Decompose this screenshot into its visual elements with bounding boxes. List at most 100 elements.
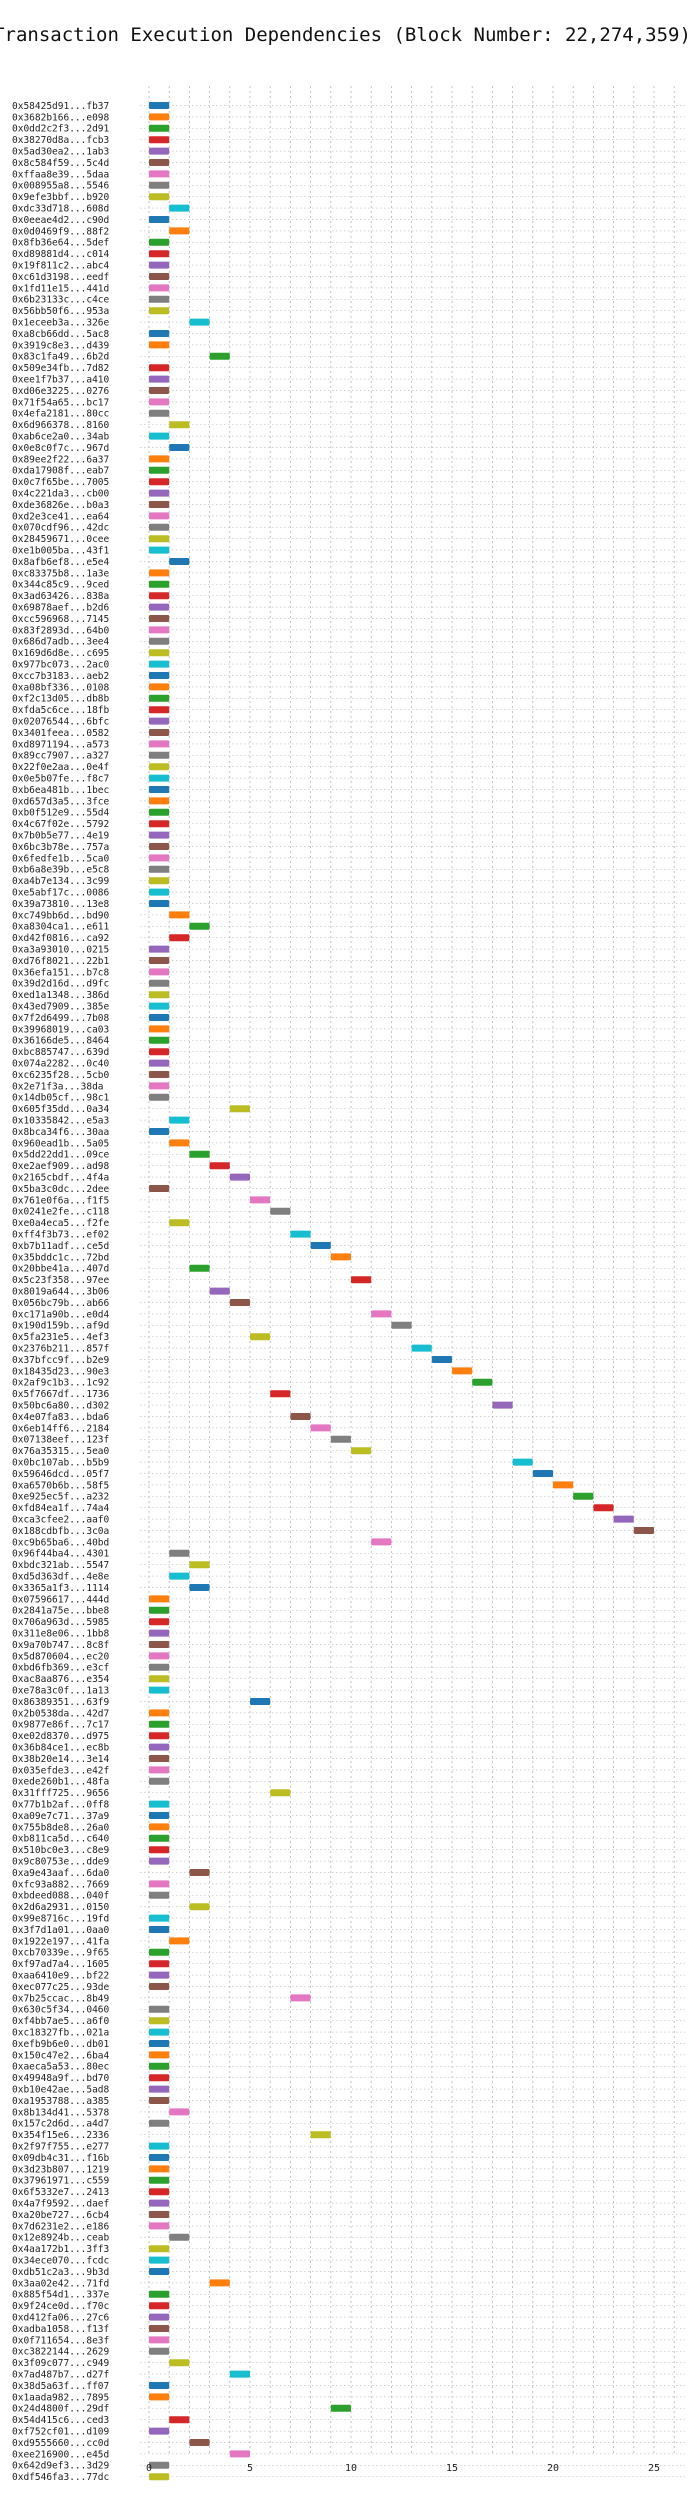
x-tick-label: 25 xyxy=(648,2463,660,2474)
transaction-label: 0x070cdf96...42dc xyxy=(12,523,109,534)
transaction-bar xyxy=(149,751,170,759)
transaction-bar xyxy=(149,102,170,109)
transaction-label: 0x8bca34f6...30aa xyxy=(12,1127,109,1138)
transaction-bar xyxy=(149,1743,170,1751)
transaction-label: 0xee216900...e45d xyxy=(12,2449,109,2460)
transaction-bar xyxy=(149,2313,170,2321)
transaction-label: 0x5ba3c0dc...2dee xyxy=(12,1184,110,1195)
transaction-bar xyxy=(189,1150,210,1158)
transaction-label: 0x0bc107ab...b5b9 xyxy=(12,1458,110,1469)
transaction-label: 0xca3cfee2...aaf0 xyxy=(12,1515,110,1526)
transaction-bar xyxy=(149,763,170,771)
transaction-label: 0x6b23133c...c4ce xyxy=(12,295,110,306)
transaction-bar xyxy=(149,1880,170,1888)
transaction-bar xyxy=(149,2142,170,2150)
transaction-bar xyxy=(149,1914,170,1922)
transaction-label: 0x39a73810...13e8 xyxy=(12,899,110,910)
transaction-bar xyxy=(149,2074,170,2082)
transaction-label: 0xe1b005ba...43f1 xyxy=(12,546,110,557)
transaction-bar xyxy=(149,2290,170,2298)
transaction-label: 0x19f811c2...abc4 xyxy=(12,261,110,272)
transaction-bar xyxy=(149,387,170,394)
transaction-bar xyxy=(149,1823,170,1831)
transaction-label: 0xbc885747...639d xyxy=(12,1047,109,1058)
transaction-bar xyxy=(149,637,170,645)
transaction-label: 0xb7b11adf...ce5d xyxy=(12,1241,109,1252)
transaction-bar xyxy=(149,1093,170,1101)
transaction-label: 0x5c23f358...97ee xyxy=(12,1275,110,1286)
transaction-bar xyxy=(149,1082,170,1090)
transaction-label: 0x18435d23...90e3 xyxy=(12,1366,109,1377)
transaction-label: 0x69878aef...b2d6 xyxy=(12,603,110,614)
transaction-label: 0x4a7f9592...daef xyxy=(12,2199,109,2210)
transaction-bar xyxy=(149,1036,170,1044)
transaction-bar xyxy=(149,1971,170,1979)
transaction-bar xyxy=(209,2279,230,2287)
transaction-label: 0x37bfcc9f...b2e9 xyxy=(12,1355,110,1366)
chart-title: Transaction Execution Dependencies (Bloc… xyxy=(0,24,691,46)
transaction-label: 0x0241e2fe...c118 xyxy=(12,1207,110,1218)
transaction-bar xyxy=(149,2325,170,2332)
transaction-bar xyxy=(149,2382,170,2389)
transaction-label: 0x4e07fa83...bda6 xyxy=(12,1412,110,1423)
transaction-bar xyxy=(149,672,170,679)
transaction-label: 0xfda5c6ce...18fb xyxy=(12,705,110,716)
transaction-label: 0xcc596968...7145 xyxy=(12,614,109,625)
transaction-label: 0xc61d3198...eedf xyxy=(12,272,109,283)
transaction-bar xyxy=(149,865,170,873)
transaction-label: 0x36166de5...8464 xyxy=(12,1036,110,1047)
transaction-bar xyxy=(330,1253,351,1261)
transaction-bar xyxy=(169,558,190,565)
transaction-label: 0x5fa231e5...4ef3 xyxy=(12,1332,109,1343)
transaction-label: 0xe2aef909...ad98 xyxy=(12,1161,110,1172)
transaction-label: 0xac8aa876...e354 xyxy=(12,1674,110,1685)
transaction-bar xyxy=(169,1937,190,1945)
transaction-bar xyxy=(229,1173,250,1181)
transaction-label: 0x008955a8...5546 xyxy=(12,181,110,192)
transaction-bar xyxy=(169,1549,190,1557)
transaction-bar xyxy=(613,1515,634,1523)
transaction-label: 0x960ead1b...5a05 xyxy=(12,1138,109,1149)
transaction-bar xyxy=(149,1025,170,1033)
transaction-bar xyxy=(149,2005,170,2013)
transaction-label: 0x188cdbfb...3c0a xyxy=(12,1526,109,1537)
transaction-bar xyxy=(149,592,170,600)
transaction-bar xyxy=(189,1264,210,1272)
transaction-label: 0xc18327fb...021a xyxy=(12,2028,109,2039)
transaction-bar xyxy=(411,1344,432,1352)
transaction-bar xyxy=(270,1390,291,1398)
transaction-bar xyxy=(532,1470,553,1477)
transaction-label: 0xa4b7e134...3c99 xyxy=(12,876,110,887)
transaction-bar xyxy=(149,250,170,258)
transaction-label: 0x755b8de8...26a0 xyxy=(12,1822,110,1833)
transaction-label: 0x2376b211...857f xyxy=(12,1344,109,1355)
transaction-bar xyxy=(169,444,190,451)
transaction-label: 0x76a35315...5ea0 xyxy=(12,1446,110,1457)
transaction-bar xyxy=(149,1686,170,1694)
transaction-label: 0x977bc073...2ac0 xyxy=(12,660,110,671)
transaction-label: 0xcb70339e...9f65 xyxy=(12,1948,109,1959)
transaction-bar xyxy=(149,136,170,144)
transaction-bar xyxy=(149,1128,170,1135)
transaction-bar xyxy=(149,2062,170,2070)
transaction-label: 0xdb51c2a3...9b3d xyxy=(12,2267,109,2278)
transaction-label: 0xe02d8370...d975 xyxy=(12,1731,109,1742)
transaction-bar xyxy=(149,2040,170,2047)
transaction-bar xyxy=(149,1652,170,1660)
transaction-label: 0x9a70b747...8c8f xyxy=(12,1640,109,1651)
transaction-bar xyxy=(149,147,170,155)
transaction-bar xyxy=(149,603,170,611)
transaction-label: 0x2b0538da...42d7 xyxy=(12,1708,109,1719)
transaction-bar xyxy=(169,911,190,919)
transaction-bar xyxy=(149,1926,170,1933)
transaction-label: 0x7ad487b7...d27f xyxy=(12,2370,109,2381)
transaction-label: 0x2f97f755...e277 xyxy=(12,2142,109,2153)
transaction-label: 0x074a2282...0c40 xyxy=(12,1059,110,1070)
transaction-label: 0x59646dcd...05f7 xyxy=(12,1469,109,1480)
transaction-bar xyxy=(169,2359,190,2367)
transaction-bar xyxy=(229,1299,250,1306)
transaction-label: 0xb6ea481b...1bec xyxy=(12,785,109,796)
transaction-bar xyxy=(169,2416,190,2424)
transaction-bar xyxy=(149,1846,170,1854)
transaction-bar xyxy=(149,1059,170,1067)
